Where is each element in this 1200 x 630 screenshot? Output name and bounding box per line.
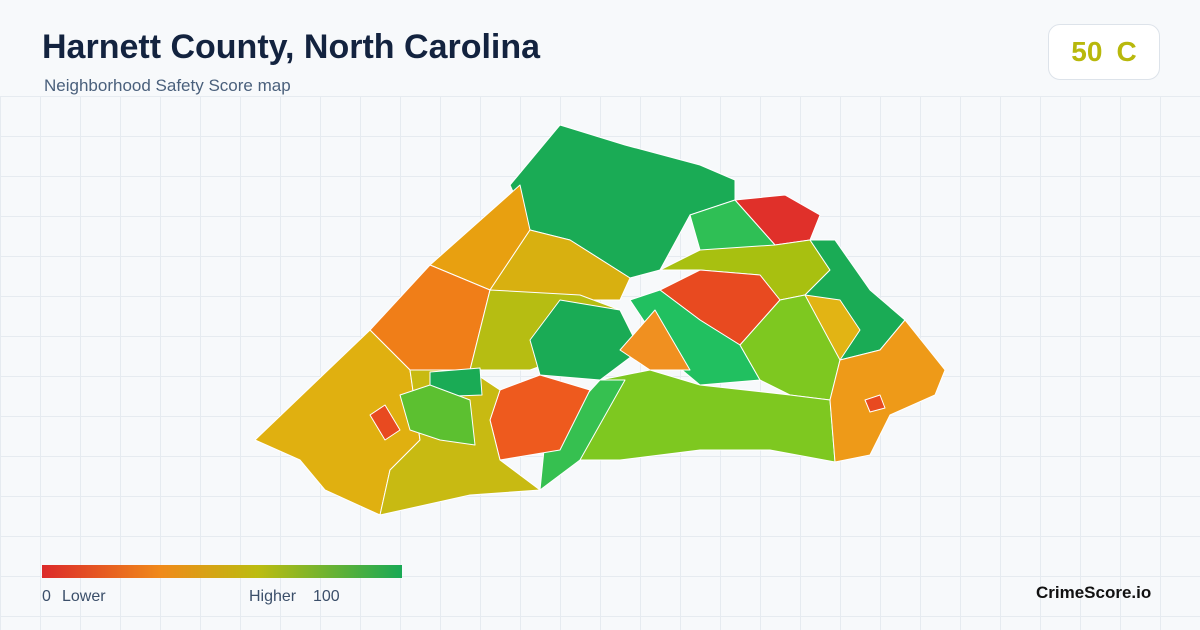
- subtitle: Neighborhood Safety Score map: [44, 76, 291, 95]
- legend-min: 0: [42, 588, 51, 605]
- legend-gradient: [42, 565, 402, 578]
- score-badge: 50 C: [1048, 24, 1160, 80]
- brand: CrimeScore.io: [1036, 583, 1152, 602]
- legend-max-label: Higher: [249, 588, 297, 605]
- area: [864, 394, 886, 413]
- area: [829, 319, 946, 463]
- legend-min-label: Lower: [62, 588, 106, 605]
- area: [369, 404, 401, 441]
- area: [619, 309, 691, 371]
- legend-max: 100: [313, 588, 340, 605]
- score-value: 50: [1071, 36, 1103, 67]
- area: [399, 384, 476, 446]
- title: Harnett County, North Carolina: [42, 28, 541, 66]
- score-grade: C: [1116, 36, 1137, 67]
- header-bg: [0, 0, 1200, 96]
